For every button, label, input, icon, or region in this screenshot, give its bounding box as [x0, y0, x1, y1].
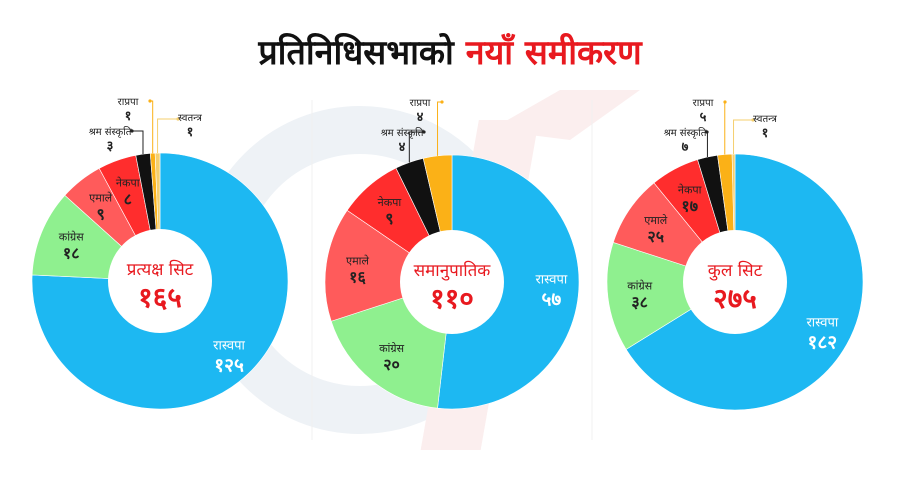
- slice-label: स्वतन्त्र: [753, 114, 777, 125]
- center-value: २७५: [713, 282, 757, 315]
- slice-value: ४: [417, 110, 424, 125]
- slice-value: २५: [647, 227, 664, 246]
- slice-label: श्रम संस्कृति: [381, 127, 424, 139]
- slice-label: एमाले: [89, 192, 113, 205]
- slice-label: एमाले: [346, 254, 370, 267]
- title-main: प्रतिनिधिसभाको: [258, 33, 454, 73]
- page-title: प्रतिनिधिसभाको नयाँ समीकरण: [0, 28, 900, 74]
- leader-dot: [148, 99, 152, 103]
- leader-dot: [751, 118, 755, 122]
- leader-dot: [705, 130, 709, 134]
- slice-label: कांग्रेस: [59, 230, 85, 243]
- center-label: कुल सिट: [708, 260, 763, 281]
- slice-label: राप्रपा: [410, 98, 431, 109]
- slice-value: ४: [399, 140, 406, 155]
- slice-value: ७: [682, 140, 689, 155]
- slice-label: श्रम संस्कृति: [664, 127, 707, 139]
- leader-dot: [176, 117, 180, 121]
- slice-value: १: [125, 109, 132, 124]
- slice-label: नेकपा: [116, 177, 140, 190]
- slice-label: राप्रपा: [118, 97, 139, 108]
- slice-label: कांग्रेस: [379, 342, 405, 355]
- leader-dot: [130, 129, 134, 133]
- center-label: समानुपातिक: [414, 260, 492, 281]
- slice-value: १: [187, 125, 194, 140]
- slice-label: एमाले: [644, 214, 668, 227]
- slice-label: राप्रपा: [693, 98, 714, 109]
- slice-label: कांग्रेस: [627, 279, 653, 292]
- slice-value: ९: [385, 209, 393, 228]
- slice-label: रास्वपा: [806, 316, 838, 331]
- slice-value: १६: [349, 267, 366, 286]
- slice-value: २०: [383, 355, 400, 374]
- leader-line: [408, 131, 424, 163]
- leader-dot: [440, 100, 444, 104]
- slice-value: ९: [96, 205, 104, 224]
- pie-slice-rswapa: [437, 154, 580, 410]
- slice-label: स्वतन्त्र: [178, 113, 202, 124]
- slice-label: रास्वपा: [535, 273, 567, 288]
- slice-label: श्रम संस्कृति: [89, 126, 132, 138]
- center-label: प्रत्यक्ष सिट: [127, 259, 194, 280]
- slice-value: ५७: [541, 289, 561, 311]
- title-accent: नयाँ समीकरण: [465, 33, 642, 73]
- pie-slice-congress: [606, 242, 736, 350]
- pie-center: [400, 230, 504, 334]
- leader-line: [157, 118, 178, 154]
- center-value: १६५: [138, 281, 182, 314]
- slice-value: ८: [124, 190, 132, 209]
- pie-center: [683, 230, 787, 334]
- slice-value: १: [762, 126, 769, 141]
- slice-value: १२५: [214, 354, 244, 376]
- slice-value: १८: [63, 243, 80, 262]
- slice-value: ३८: [631, 292, 648, 311]
- leader-line: [132, 130, 144, 155]
- pie-center: [108, 229, 212, 333]
- slice-label: रास्वपा: [213, 338, 245, 353]
- center-value: ११०: [430, 282, 474, 315]
- pie-slice-rswapa: [31, 152, 289, 410]
- slice-label: नेकपा: [678, 183, 702, 196]
- slice-value: १७: [681, 196, 698, 215]
- pie-slice-emale: [324, 209, 453, 322]
- slice-value: १८२: [808, 332, 838, 354]
- leader-dot: [723, 100, 727, 104]
- leader-line: [733, 119, 753, 155]
- slice-label: नेकपा: [378, 196, 402, 209]
- leader-dot: [422, 130, 426, 134]
- slice-value: ३: [107, 139, 114, 154]
- slice-value: ५: [700, 110, 707, 125]
